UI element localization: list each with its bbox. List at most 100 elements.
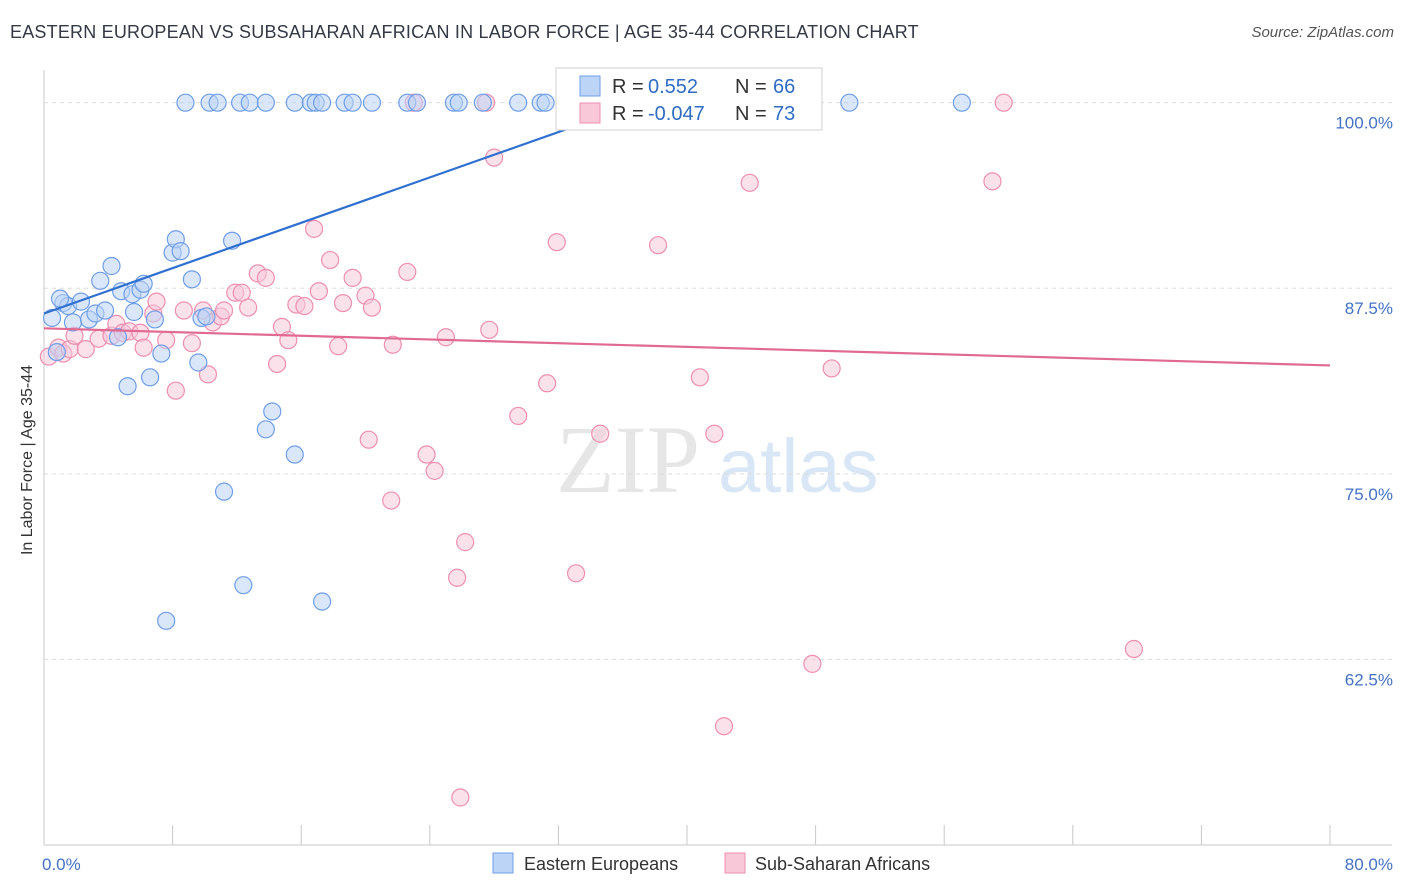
chart-title: EASTERN EUROPEAN VS SUBSAHARAN AFRICAN I… — [10, 22, 919, 42]
eastern-europeans-point-20 — [152, 344, 171, 363]
legend-r-label-1: R = — [612, 76, 644, 98]
eastern-europeans-point-8 — [91, 271, 110, 290]
sub-saharan-africans-point-23 — [214, 301, 234, 320]
eastern-europeans-point-29 — [214, 482, 234, 501]
legend-r-label-2: R = — [612, 103, 644, 125]
trend-lines — [43, 94, 1331, 367]
legend-n-value-1: 66 — [773, 76, 795, 98]
axes — [43, 70, 1392, 846]
eastern-europeans-point-45 — [312, 93, 332, 112]
sub-saharan-africans-point-17 — [174, 301, 193, 320]
sub-saharan-africans-point-57 — [566, 564, 586, 583]
eastern-europeans-point-15 — [124, 302, 144, 322]
y-tick-label-2: 75.0% — [1345, 485, 1393, 504]
sub-saharan-africans-point-56 — [547, 233, 566, 252]
eastern-europeans-point-52 — [449, 93, 468, 112]
sub-saharan-africans-point-12 — [134, 338, 153, 357]
eastern-europeans-point-56 — [536, 93, 555, 112]
sub-saharan-africans-point-68 — [994, 93, 1013, 112]
eastern-europeans-point-10 — [102, 256, 121, 276]
sub-saharan-africans-point-39 — [343, 268, 362, 287]
eastern-europeans-point-28 — [197, 307, 216, 326]
sub-saharan-africans-point-5 — [76, 340, 95, 359]
correlation-legend: R = 0.552 N = 66 R = -0.047 N = 73 — [555, 67, 823, 131]
sub-saharan-africans-point-58 — [591, 424, 610, 443]
sub-saharan-africans-point-37 — [329, 337, 348, 356]
sub-saharan-africans-point-60 — [648, 236, 668, 255]
sub-saharan-africans-trend-line — [43, 327, 1331, 367]
y-tick-label-3: 62.5% — [1345, 670, 1393, 689]
sub-saharan-africans-point-51 — [451, 788, 470, 807]
eastern-europeans-point-64 — [952, 93, 971, 112]
eastern-europeans-point-18 — [140, 368, 160, 387]
sub-saharan-africans-point-42 — [359, 430, 378, 449]
eastern-europeans-trend-line — [43, 94, 664, 315]
eastern-europeans-point-14 — [118, 377, 137, 396]
eastern-europeans-point-32 — [256, 420, 275, 439]
grid-lines — [44, 102, 1392, 660]
eastern-europeans-point-25 — [182, 270, 201, 289]
eastern-europeans-point-42 — [285, 93, 304, 112]
sub-saharan-africans-point-66 — [803, 654, 822, 673]
legend-n-value-2: 73 — [773, 103, 795, 125]
sub-saharan-africans-point-44 — [383, 335, 402, 354]
eastern-europeans-point-24 — [171, 242, 190, 261]
sub-saharan-africans-point-28 — [256, 268, 275, 287]
sub-saharan-africans-point-11 — [131, 323, 150, 342]
sub-saharan-africans-point-26 — [239, 298, 258, 317]
eastern-europeans-point-41 — [256, 93, 275, 112]
legend-item-eastern-europeans-swatch[interactable] — [492, 852, 514, 874]
sub-saharan-africans-point-46 — [417, 445, 436, 464]
eastern-europeans-point-31 — [234, 576, 253, 595]
eastern-europeans-point-0 — [42, 308, 62, 328]
sub-saharan-africans-point-36 — [321, 250, 340, 270]
eastern-europeans-point-50 — [407, 93, 427, 112]
sub-saharan-africans-point-69 — [983, 172, 1002, 191]
eastern-europeans-point-34 — [285, 445, 304, 464]
sub-saharan-africans-point-34 — [304, 219, 324, 238]
x-tick-label-1: 80.0% — [1345, 855, 1393, 874]
sub-saharan-africans-point-38 — [333, 293, 353, 313]
sub-saharan-africans-point-61 — [690, 368, 709, 387]
sub-saharan-africans-point-41 — [362, 298, 382, 317]
eastern-europeans-point-40 — [240, 93, 259, 112]
sub-saharan-africans-point-35 — [309, 282, 328, 301]
eastern-europeans-point-1 — [47, 342, 66, 362]
eastern-europeans-point-26 — [189, 353, 208, 372]
eastern-europeans-point-9 — [95, 301, 115, 320]
eastern-europeans-point-33 — [263, 402, 282, 421]
legend-item-eastern-europeans[interactable]: Eastern Europeans — [524, 854, 678, 874]
legend-item-sub-saharan-africans-swatch[interactable] — [724, 852, 746, 874]
chart-source: Source: ZipAtlas.com — [1251, 24, 1394, 41]
legend-item-sub-saharan-africans[interactable]: Sub-Saharan Africans — [755, 854, 930, 874]
eastern-europeans-point-54 — [509, 93, 528, 112]
sub-saharan-africans-point-33 — [295, 296, 314, 316]
eastern-europeans-point-38 — [208, 93, 227, 112]
legend-swatch-blue — [579, 75, 601, 97]
sub-saharan-africans-point-45 — [398, 262, 417, 282]
watermark-zip: ZIP — [556, 406, 700, 513]
sub-saharan-africans-point-14 — [147, 292, 166, 311]
eastern-europeans-point-35 — [312, 592, 332, 611]
eastern-europeans-point-21 — [157, 611, 176, 630]
sub-saharan-africans-point-20 — [198, 365, 218, 384]
eastern-europeans-point-36 — [176, 93, 195, 112]
series-legend[interactable]: Eastern Europeans Sub-Saharan Africans — [492, 852, 930, 874]
sub-saharan-africans-point-55 — [538, 374, 557, 393]
sub-saharan-africans-point-48 — [436, 328, 455, 347]
sub-saharan-africans-point-54 — [509, 406, 528, 426]
tick-labels: 100.0% 87.5% 75.0% 62.5% 0.0% 80.0% — [42, 114, 1393, 874]
sub-saharan-africans-point-49 — [448, 568, 467, 587]
y-tick-label-1: 87.5% — [1345, 299, 1393, 318]
sub-saharan-africans-point-47 — [425, 461, 444, 480]
legend-n-label-2: N = — [735, 103, 767, 125]
watermark-atlas: atlas — [718, 424, 879, 509]
sub-saharan-africans-point-64 — [740, 173, 759, 192]
eastern-europeans-point-47 — [343, 93, 362, 112]
legend-r-value-2: -0.047 — [648, 103, 705, 125]
eastern-europeans-point-19 — [145, 310, 165, 329]
sub-saharan-africans-point-67 — [822, 359, 841, 378]
sub-saharan-africans-point-62 — [705, 424, 724, 443]
sub-saharan-africans-point-70 — [1124, 639, 1143, 659]
eastern-europeans-point-11 — [108, 328, 128, 347]
